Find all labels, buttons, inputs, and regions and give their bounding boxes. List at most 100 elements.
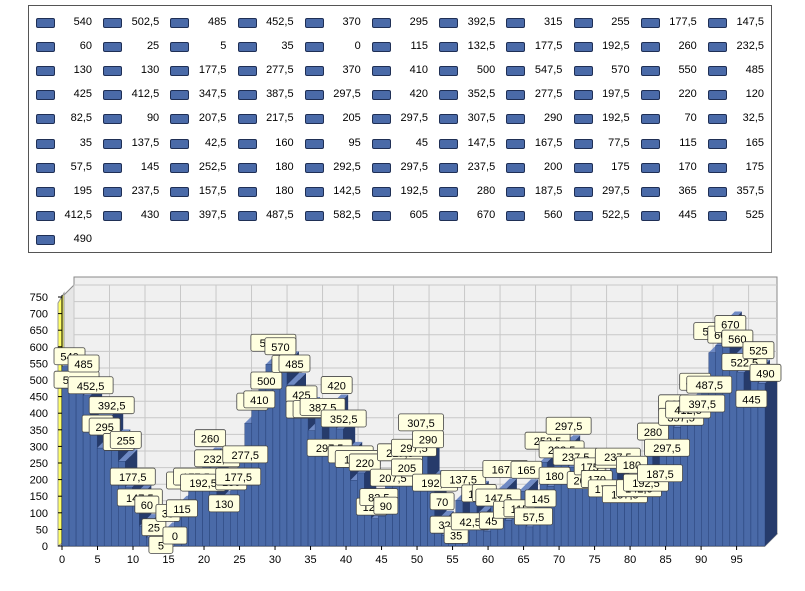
data-label: 487,5 <box>686 375 733 394</box>
legend-label: 490 <box>73 232 92 245</box>
legend-swatch <box>708 114 727 125</box>
legend-swatch <box>640 162 660 173</box>
legend-swatch <box>170 186 190 197</box>
data-label-text: 130 <box>215 499 233 511</box>
data-label-box <box>637 464 683 483</box>
legend-label: 347,5 <box>198 88 227 101</box>
data-label-text: 397,5 <box>688 399 716 411</box>
data-label-box <box>67 354 100 373</box>
legend-item: 187,5 <box>506 184 562 200</box>
legend-item: 177,5 <box>170 63 226 79</box>
legend-item: 237,5 <box>103 184 159 200</box>
legend-item: 297,5 <box>573 184 630 200</box>
data-label-box <box>109 467 156 486</box>
legend-swatch <box>170 42 190 53</box>
legend-swatch <box>506 90 526 101</box>
x-tick-label: 40 <box>340 554 352 566</box>
legend-label: 487,5 <box>266 208 294 221</box>
legend-label: 207,5 <box>198 112 227 125</box>
data-label: 295 <box>88 417 121 436</box>
data-label-text: 280 <box>644 427 662 439</box>
data-label-box <box>348 453 381 472</box>
legend-item: 200 <box>506 160 562 176</box>
legend-label: 485 <box>208 16 227 28</box>
x-tick-label: 50 <box>411 554 423 566</box>
legend-item: 147,5 <box>439 136 495 152</box>
bar-chart: 0501001502002503003504004505005506006507… <box>30 276 782 566</box>
x-tick-label: 55 <box>446 554 458 566</box>
legend-swatch <box>573 18 593 28</box>
data-label: 192,5 <box>180 473 226 492</box>
legend-item: 132,5 <box>439 39 495 55</box>
legend-label: 397,5 <box>198 208 227 221</box>
data-label-box <box>545 416 592 435</box>
data-label-box <box>222 445 269 464</box>
legend-label: 175 <box>745 160 764 173</box>
data-label-box <box>644 438 690 457</box>
legend-label: 420 <box>409 88 428 101</box>
data-label-box <box>243 390 276 409</box>
data-label: 392,5 <box>88 396 135 415</box>
legend-label: 315 <box>544 16 563 28</box>
legend-swatch <box>372 42 391 53</box>
bar <box>504 520 513 547</box>
bar <box>293 404 302 547</box>
x-tick-label: 15 <box>162 554 174 566</box>
legend-label: 232,5 <box>736 40 764 53</box>
y-tick-label: 0 <box>42 541 48 553</box>
legend-label: 425 <box>73 88 92 101</box>
data-label-box <box>320 376 353 394</box>
legend-swatch <box>237 186 257 197</box>
data-label: 177,5 <box>215 467 262 486</box>
legend-item: 217,5 <box>237 111 294 127</box>
data-label-text: 307,5 <box>407 418 435 430</box>
legend-swatch <box>573 162 593 173</box>
y-tick-label: 200 <box>30 475 48 487</box>
data-label-text: 260 <box>201 434 219 446</box>
legend-swatch <box>640 186 660 197</box>
legend-item: 130 <box>103 63 159 79</box>
legend-swatch <box>170 90 190 101</box>
legend-label: 297,5 <box>400 112 428 125</box>
x-tick-label: 90 <box>695 554 707 566</box>
data-label-text: 490 <box>756 368 774 380</box>
legend-swatch <box>304 18 324 28</box>
legend-label: 292,5 <box>333 160 361 173</box>
legend-item: 90 <box>103 111 159 127</box>
legend-label: 115 <box>410 40 428 53</box>
data-label-text: 180 <box>545 471 563 483</box>
legend-label: 522,5 <box>602 208 630 221</box>
legend-item: 397,5 <box>170 208 226 224</box>
x-tick-label: 25 <box>233 554 245 566</box>
legend-label: 387,5 <box>266 88 294 101</box>
legend-label: 177,5 <box>198 64 227 77</box>
legend-swatch <box>439 18 459 28</box>
legend-swatch <box>640 138 660 149</box>
legend-item: 445 <box>640 208 697 224</box>
legend-swatch <box>372 66 391 77</box>
x-tick-label: 85 <box>659 554 671 566</box>
legend-item: 260 <box>640 39 697 55</box>
data-label-box <box>686 375 733 394</box>
legend-label: 280 <box>476 184 496 197</box>
legend-label: 45 <box>415 136 428 149</box>
legend-item: 502,5 <box>103 15 159 31</box>
legend-swatch <box>506 114 526 125</box>
legend-swatch <box>36 114 55 125</box>
legend-label: 220 <box>678 88 697 101</box>
bar-top <box>286 372 306 385</box>
legend-item: 412,5 <box>36 208 92 224</box>
legend-label: 180 <box>275 184 294 197</box>
y-tick-label: 500 <box>30 375 48 387</box>
bar <box>75 384 84 547</box>
legend-label: 145 <box>140 160 160 173</box>
legend-item: 297,5 <box>372 160 428 176</box>
legend-label: 130 <box>140 64 160 77</box>
data-label: 25 <box>141 518 167 537</box>
legend-item: 57,5 <box>36 160 92 176</box>
legend-label: 115 <box>679 136 697 149</box>
legend-label: 142,5 <box>333 184 361 197</box>
legend-swatch <box>506 138 526 149</box>
bar <box>574 479 583 547</box>
legend-item: 237,5 <box>439 160 495 176</box>
